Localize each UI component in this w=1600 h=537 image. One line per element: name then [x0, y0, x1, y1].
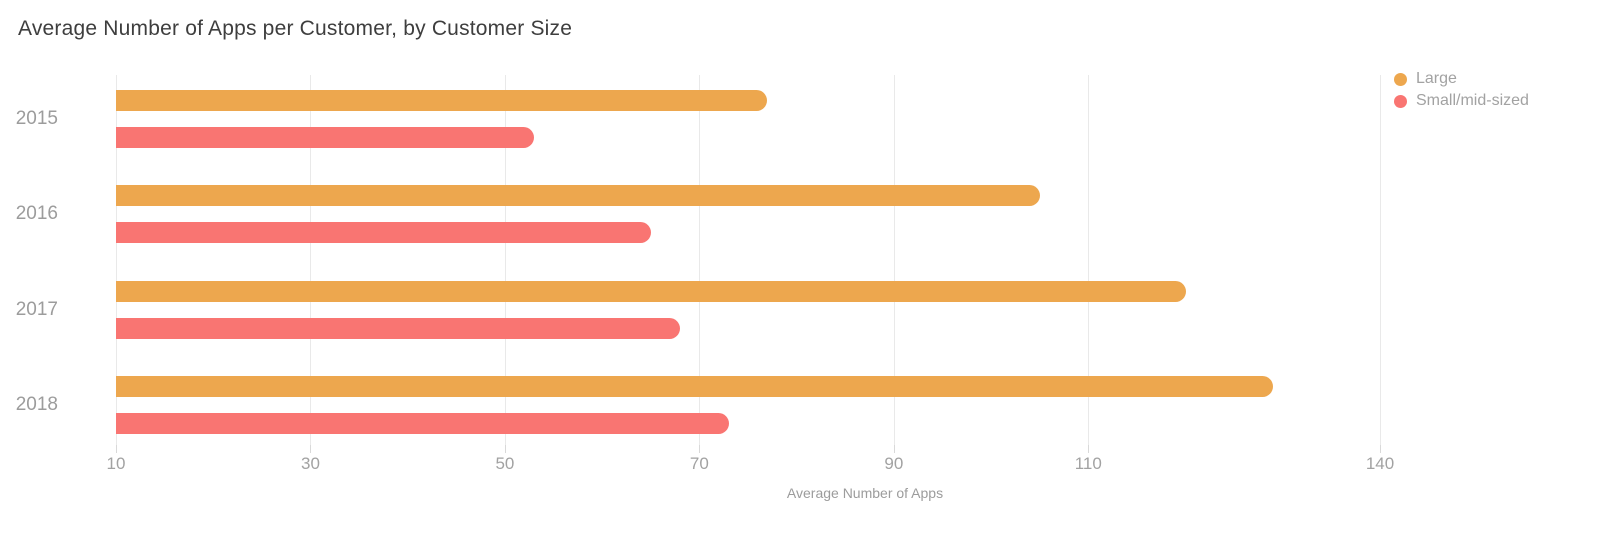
x-tick-mark	[310, 445, 312, 453]
bar-2016-small-mid-sized[interactable]	[116, 222, 651, 244]
legend-label-small-mid-sized: Small/mid-sized	[1416, 92, 1529, 109]
gridline	[310, 75, 312, 445]
bar-2016-large[interactable]	[116, 185, 1040, 207]
y-tick-label-2018: 2018	[15, 394, 58, 416]
x-tick-mark	[116, 445, 117, 453]
y-tick-label-2017: 2017	[15, 298, 58, 320]
legend-swatch-small-mid-sized-icon	[1394, 94, 1407, 108]
x-axis: 10 30 50 70 90 110 140	[107, 445, 1394, 485]
x-tick-label: 140	[1365, 454, 1395, 473]
legend: Large Small/mid-sized	[1394, 68, 1529, 112]
chart-title: Average Number of Apps per Customer, by …	[18, 17, 573, 40]
gridline	[1380, 75, 1381, 445]
gridline	[116, 75, 117, 445]
gridline	[699, 75, 701, 445]
x-tick-label: 30	[300, 454, 320, 473]
x-tick-mark	[1380, 445, 1381, 453]
x-tick-mark	[1088, 445, 1090, 453]
plot-area	[116, 75, 1381, 445]
x-tick-label: 50	[495, 454, 515, 473]
x-tick-mark	[504, 445, 506, 453]
x-tick-label: 70	[689, 454, 709, 473]
x-tick-label: 10	[106, 454, 126, 473]
x-tick-label: 110	[1074, 454, 1102, 473]
bar-2018-small-mid-sized[interactable]	[116, 413, 729, 435]
gridline	[1088, 75, 1090, 445]
bar-2015-large[interactable]	[116, 90, 768, 111]
bar-2017-large[interactable]	[116, 280, 1186, 302]
bar-2017-small-mid-sized[interactable]	[116, 317, 680, 339]
x-tick-label: 90	[884, 454, 904, 473]
legend-swatch-large-icon	[1394, 72, 1407, 86]
bar-2015-small-mid-sized[interactable]	[116, 127, 535, 148]
y-axis: 2015 2016 2017 2018	[0, 75, 58, 445]
bar-2018-large[interactable]	[116, 376, 1274, 398]
x-axis-title: Average Number of Apps	[786, 485, 944, 501]
legend-item-large[interactable]: Large	[1394, 68, 1529, 90]
y-tick-label-2015: 2015	[15, 108, 58, 129]
legend-label-large: Large	[1416, 70, 1457, 87]
gridline	[504, 75, 506, 445]
x-tick-mark	[699, 445, 701, 453]
gridline	[893, 75, 895, 445]
legend-item-small-mid-sized[interactable]: Small/mid-sized	[1394, 90, 1529, 112]
x-tick-mark	[893, 445, 895, 453]
y-tick-label-2016: 2016	[15, 203, 58, 225]
